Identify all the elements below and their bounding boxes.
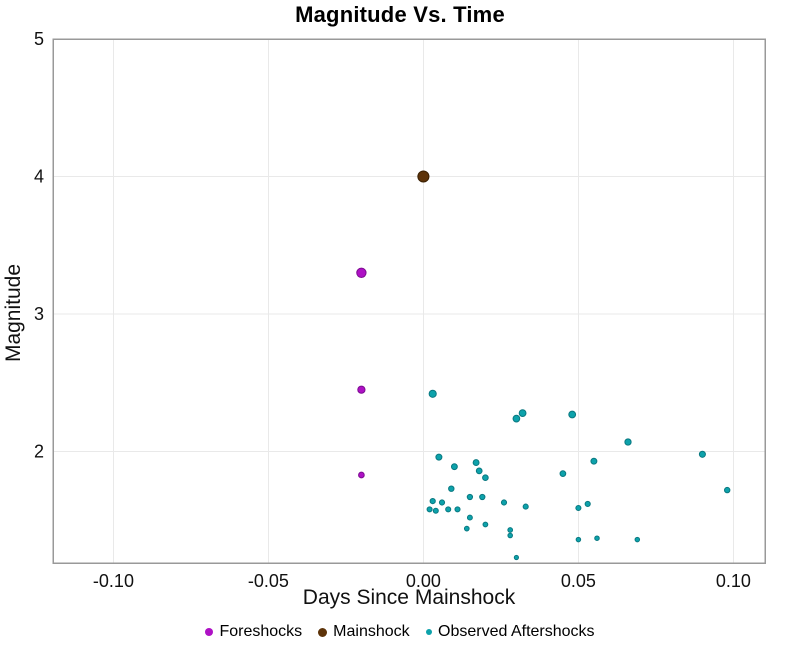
data-point-aftershock[interactable]	[584, 500, 591, 507]
data-point-mainshock[interactable]	[417, 170, 430, 183]
chart-title: Magnitude Vs. Time	[295, 2, 505, 27]
x-axis-title: Days Since Mainshock	[302, 586, 516, 609]
data-point-aftershock[interactable]	[429, 498, 436, 505]
y-axis-title: Magnitude	[2, 263, 25, 363]
legend-item-observed-aftershocks[interactable]: Observed Aftershocks	[425, 623, 595, 641]
data-point-aftershock[interactable]	[426, 506, 433, 513]
data-point-aftershock[interactable]	[559, 470, 567, 477]
legend: Foreshocks Mainshock Observed Aftershock…	[0, 623, 800, 641]
data-point-foreshock[interactable]	[358, 471, 365, 479]
data-point-aftershock[interactable]	[445, 506, 452, 513]
data-point-aftershock[interactable]	[432, 507, 439, 514]
data-point-aftershock[interactable]	[513, 554, 519, 561]
data-point-aftershock[interactable]	[568, 410, 577, 419]
data-point-aftershock[interactable]	[624, 438, 632, 446]
data-point-aftershock[interactable]	[575, 504, 582, 512]
data-point-aftershock[interactable]	[435, 453, 443, 461]
data-point-aftershock[interactable]	[472, 459, 480, 467]
legend-item-foreshocks[interactable]: Foreshocks	[205, 623, 302, 641]
legend-label: Foreshocks	[219, 623, 303, 640]
legend-label: Observed Aftershocks	[438, 623, 595, 640]
y-tick-label: 4	[34, 167, 44, 187]
data-point-foreshock[interactable]	[356, 267, 367, 278]
foreshocks-marker-icon	[205, 628, 214, 636]
x-tick-label: 0.10	[716, 571, 751, 591]
data-point-aftershock[interactable]	[463, 525, 470, 532]
mainshock-marker-icon	[318, 627, 328, 637]
data-point-aftershock[interactable]	[522, 503, 529, 510]
data-point-aftershock[interactable]	[479, 493, 486, 501]
data-point-aftershock[interactable]	[594, 535, 600, 541]
y-tick-label: 5	[34, 29, 44, 49]
data-point-aftershock[interactable]	[475, 467, 483, 475]
data-point-aftershock[interactable]	[448, 485, 455, 492]
data-point-aftershock[interactable]	[634, 536, 641, 543]
x-tick-label: 0.00	[406, 571, 441, 591]
data-point-aftershock[interactable]	[698, 450, 706, 458]
data-point-aftershock[interactable]	[507, 532, 513, 539]
legend-item-mainshock[interactable]: Mainshock	[318, 623, 410, 641]
data-point-aftershock[interactable]	[512, 414, 521, 423]
data-point-aftershock[interactable]	[466, 493, 474, 501]
data-point-aftershock[interactable]	[575, 536, 582, 543]
data-point-aftershock[interactable]	[482, 521, 489, 528]
aftershocks-marker-icon	[425, 628, 433, 636]
plot-border	[52, 38, 766, 564]
data-point-aftershock[interactable]	[454, 506, 461, 513]
data-point-aftershock[interactable]	[518, 409, 527, 418]
data-point-aftershock[interactable]	[450, 463, 458, 471]
data-point-aftershock[interactable]	[507, 527, 514, 533]
data-point-aftershock[interactable]	[482, 474, 489, 482]
y-tick-label: 3	[34, 304, 44, 324]
data-point-foreshock[interactable]	[357, 385, 366, 394]
legend-label: Mainshock	[333, 623, 410, 640]
y-tick-label: 2	[34, 442, 44, 462]
x-tick-label: -0.10	[93, 571, 134, 591]
data-point-aftershock[interactable]	[724, 486, 731, 494]
x-tick-label: 0.05	[561, 571, 596, 591]
data-point-aftershock[interactable]	[500, 499, 508, 506]
data-point-aftershock[interactable]	[466, 514, 473, 521]
data-point-aftershock[interactable]	[428, 389, 437, 398]
x-tick-label: -0.05	[248, 571, 289, 591]
data-point-aftershock[interactable]	[438, 499, 446, 506]
data-point-aftershock[interactable]	[590, 457, 598, 465]
